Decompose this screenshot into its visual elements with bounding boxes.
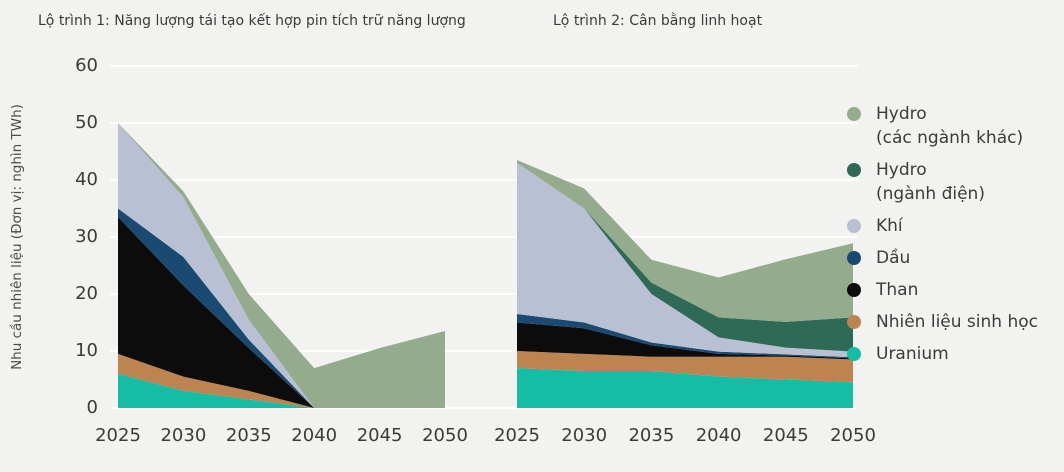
chart1-x-ticks: 2025 2030 2035 2040 2045 2050 [0,424,1064,450]
chart1-title: Lộ trình 1: Năng lượng tái tạo kết hợp p… [38,13,466,29]
legend-swatch-icon [847,283,861,297]
x-tick-label: 2035 [225,425,272,446]
y-tick-label: 20 [75,283,98,304]
legend-label: Hydro [876,160,927,180]
x-tick-label: 2050 [422,425,468,446]
legend-label: Nhiên liệu sinh học [876,312,1038,332]
x-tick-label: 2035 [628,425,675,446]
y-tick-label: 50 [75,112,98,133]
legend-label: Than [876,280,919,300]
chart2-title: Lộ trình 2: Cân bằng linh hoạt [553,13,763,29]
legend-item: Than [847,278,1038,302]
x-tick-label: 2040 [695,425,742,446]
area-Hydro (ngành điện) [517,162,853,352]
y-tick-label: 10 [75,340,98,361]
area-Than [517,322,853,360]
legend-sublabel: (các ngành khác) [876,128,1024,148]
x-tick-label: 2050 [830,425,876,446]
legend-swatch-icon [847,219,861,233]
y-tick-label: 0 [86,397,98,418]
legend-swatch-icon [847,251,861,265]
chart2-x-ticks: 2025 2030 2035 2040 2045 2050 [0,424,1064,450]
y-axis-ticks: 0 10 20 30 40 50 60 [0,0,98,472]
legend-item: Khí [847,214,1038,238]
area-Uranium [517,368,853,408]
legend-swatch-icon [847,315,861,329]
x-tick-label: 2045 [356,425,403,446]
x-tick-label: 2025 [494,425,540,446]
legend: Hydro (các ngành khác) Hydro (ngành điện) Kh… [847,102,1038,366]
area-Than [118,217,445,408]
area-Nhiên liệu sinh học [517,351,853,383]
legend-sublabel: (ngành điện) [876,184,985,204]
legend-label: Uranium [876,344,949,364]
legend-label: Hydro [876,104,927,124]
legend-swatch-icon [847,163,861,177]
legend-label: Khí [876,216,903,236]
legend-item: Nhiên liệu sinh học [847,310,1038,334]
x-tick-label: 2030 [561,425,608,446]
legend-item: Hydro (các ngành khác) [847,102,1038,150]
x-tick-label: 2040 [291,425,338,446]
y-tick-label: 30 [75,226,98,247]
legend-item: Dầu [847,246,1038,270]
legend-item: Uranium [847,342,1038,366]
x-tick-label: 2025 [95,425,141,446]
y-tick-label: 60 [75,55,98,76]
area-Hydro (các ngành khác) [517,160,853,322]
area-Hydro (các ngành khác) [118,123,445,408]
legend-item: Hydro (ngành điện) [847,158,1038,206]
legend-swatch-icon [847,107,861,121]
area-Nhiên liệu sinh học [118,353,445,408]
legend-swatch-icon [847,347,861,361]
legend-label: Dầu [876,248,911,268]
x-tick-label: 2045 [762,425,809,446]
x-tick-label: 2030 [160,425,207,446]
area-Uranium [118,373,445,408]
area-Khí [517,162,853,358]
area-Dầu [517,313,853,359]
y-tick-label: 40 [75,169,98,190]
